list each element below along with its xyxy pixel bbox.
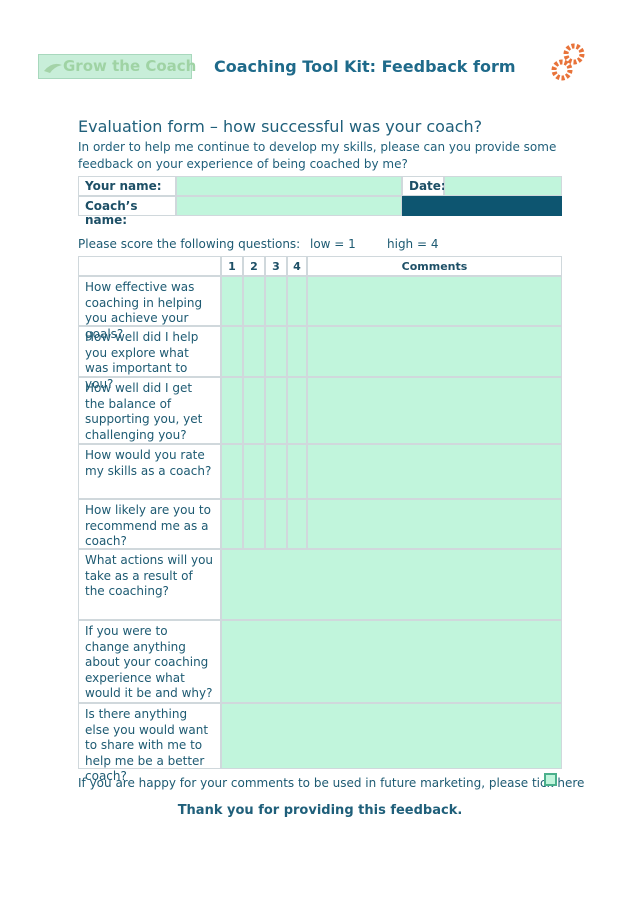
- score-cell[interactable]: [287, 326, 307, 377]
- form-heading: Evaluation form – how successful was you…: [78, 117, 483, 136]
- dark-block: [402, 196, 562, 216]
- score-cell[interactable]: [265, 276, 287, 326]
- header-cell: Comments: [307, 256, 562, 276]
- comment-cell[interactable]: [307, 499, 562, 549]
- logo-box: Grow the Coach: [38, 54, 196, 79]
- score-cell[interactable]: [243, 326, 265, 377]
- score-low: low = 1: [310, 237, 356, 251]
- question-cell: How likely are you to recommend me as a …: [78, 499, 221, 549]
- question-cell: If you were to change anything about you…: [78, 620, 221, 703]
- score-cell[interactable]: [265, 377, 287, 444]
- score-cell[interactable]: [221, 444, 243, 499]
- score-cell[interactable]: [221, 326, 243, 377]
- header-cell: 2: [243, 256, 265, 276]
- score-cell[interactable]: [243, 499, 265, 549]
- date-field[interactable]: [444, 176, 562, 196]
- score-instruction: Please score the following questions:: [78, 237, 301, 251]
- score-cell[interactable]: [287, 276, 307, 326]
- thanks-text: Thank you for providing this feedback.: [177, 803, 463, 818]
- header-cell: 3: [265, 256, 287, 276]
- date-label: Date:: [402, 176, 446, 196]
- score-cell[interactable]: [265, 444, 287, 499]
- question-cell: What actions will you take as a result o…: [78, 549, 221, 620]
- score-cell[interactable]: [265, 326, 287, 377]
- score-cell[interactable]: [221, 276, 243, 326]
- score-cell[interactable]: [265, 499, 287, 549]
- score-cell[interactable]: [243, 444, 265, 499]
- coach-field[interactable]: [176, 196, 402, 216]
- score-high: high = 4: [387, 237, 439, 251]
- coach-label: Coach’s name:: [78, 196, 176, 227]
- logo-icon: [44, 63, 62, 73]
- question-cell: How would you rate my skills as a coach?: [78, 444, 221, 499]
- score-cell[interactable]: [243, 276, 265, 326]
- answer-cell[interactable]: [221, 703, 562, 769]
- logo-text: Grow the Coach: [63, 57, 197, 75]
- gears-icon: [551, 43, 585, 81]
- score-cell[interactable]: [287, 444, 307, 499]
- answer-cell[interactable]: [221, 620, 562, 703]
- score-cell[interactable]: [243, 377, 265, 444]
- question-cell: How well did I get the balance of suppor…: [78, 377, 221, 444]
- consent-text: If you are happy for your comments to be…: [78, 776, 585, 790]
- score-cell[interactable]: [221, 499, 243, 549]
- name-label: Your name:: [78, 176, 176, 196]
- answer-cell[interactable]: [221, 549, 562, 620]
- comment-cell[interactable]: [307, 377, 562, 444]
- question-cell: How effective was coaching in helping yo…: [78, 276, 221, 341]
- header-cell: 1: [221, 256, 243, 276]
- name-field[interactable]: [176, 176, 402, 196]
- intro-text: In order to help me continue to develop …: [78, 140, 557, 171]
- question-cell: How well did I help you explore what was…: [78, 326, 221, 391]
- page-title: Coaching Tool Kit: Feedback form: [214, 57, 516, 76]
- header-cell: 4: [287, 256, 307, 276]
- comment-cell[interactable]: [307, 444, 562, 499]
- score-cell[interactable]: [221, 377, 243, 444]
- consent-checkbox[interactable]: [544, 773, 557, 786]
- comment-cell[interactable]: [307, 276, 562, 326]
- comment-cell[interactable]: [307, 326, 562, 377]
- question-cell: Is there anything else you would want to…: [78, 703, 221, 783]
- header-cell: [78, 256, 221, 276]
- score-cell[interactable]: [287, 499, 307, 549]
- score-cell[interactable]: [287, 377, 307, 444]
